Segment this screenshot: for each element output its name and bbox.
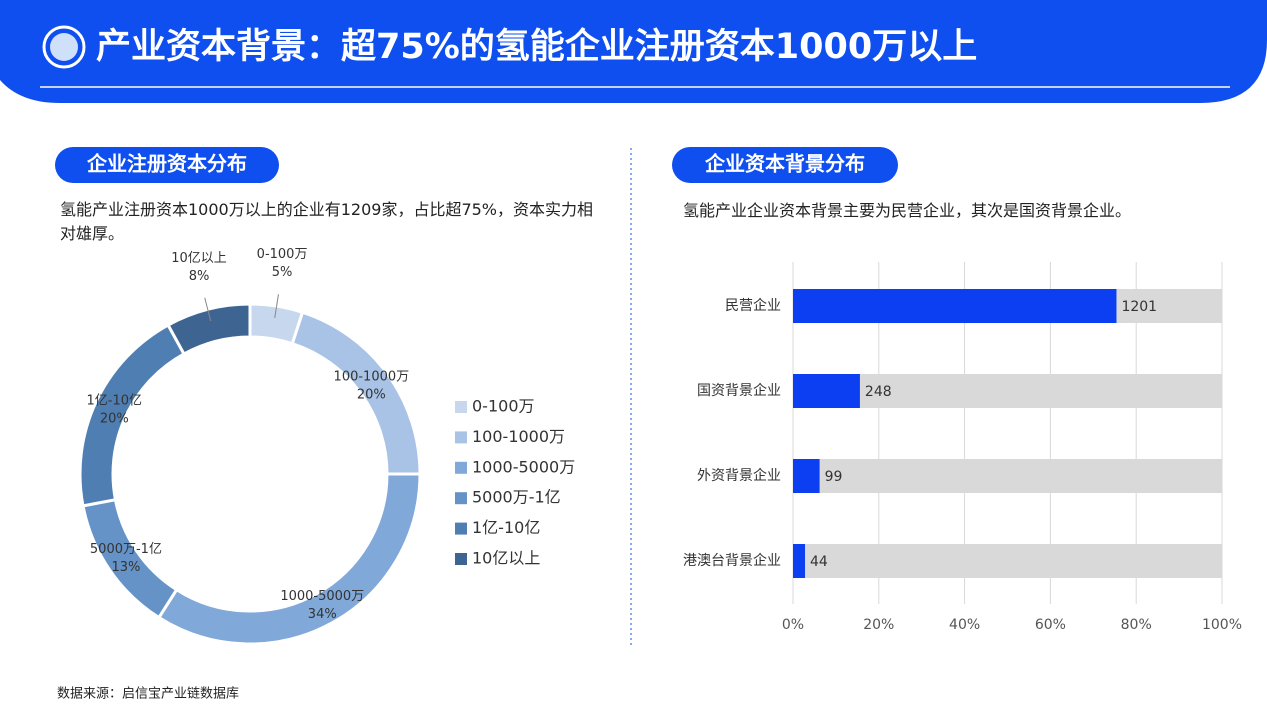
category-label: 国资背景企业	[697, 382, 781, 399]
x-tick-label: 20%	[863, 617, 894, 633]
slice-value: 8%	[189, 269, 210, 284]
header-band	[0, 0, 1267, 103]
x-tick-label: 0%	[782, 617, 804, 633]
slice-value: 5%	[272, 265, 293, 280]
slice-value: 34%	[308, 607, 337, 622]
legend-label: 5000万-1亿	[472, 488, 561, 507]
slice-value: 20%	[100, 412, 129, 427]
legend-swatch	[455, 553, 467, 565]
slice-value: 13%	[111, 560, 140, 575]
bar	[793, 544, 806, 578]
section-pill	[55, 147, 279, 183]
slice-label: 0-100万	[257, 247, 308, 262]
donut-slice	[166, 302, 252, 356]
bar	[793, 459, 820, 493]
category-label: 港澳台背景企业	[683, 552, 781, 569]
x-tick-label: 80%	[1121, 617, 1152, 633]
data-label: 1201	[1121, 299, 1157, 315]
legend-swatch	[455, 461, 467, 474]
legend-label: 100-1000万	[472, 427, 565, 446]
bar-track	[793, 459, 1222, 493]
source-note: 数据来源：启信宝产业链数据库	[57, 686, 239, 702]
slice-value: 20%	[357, 387, 386, 402]
data-label: 248	[865, 384, 892, 400]
legend-swatch	[455, 431, 467, 444]
data-label: 99	[825, 469, 843, 485]
description: 氢能产业企业资本背景主要为民营企业，其次是国资背景企业。	[683, 201, 1132, 220]
legend-label: 0-100万	[472, 397, 535, 416]
leader-line	[204, 297, 212, 322]
x-tick-label: 100%	[1202, 617, 1242, 633]
donut-slice	[81, 497, 179, 620]
x-tick-label: 40%	[949, 617, 980, 633]
bar	[793, 289, 1117, 323]
donut-slice	[156, 472, 422, 646]
category-label: 民营企业	[725, 297, 781, 314]
header-icon	[42, 25, 86, 69]
slice-label: 1000-5000万	[280, 589, 364, 604]
description: 氢能产业注册资本1000万以上的企业有1209家，占比超75%，资本实力相对雄厚…	[60, 200, 594, 243]
page-title: 产业资本背景：超75%的氢能企业注册资本1000万以上	[96, 26, 977, 67]
header-icon-dot	[50, 33, 78, 61]
bar-track	[793, 544, 1222, 578]
slice-label: 5000万-1亿	[90, 542, 162, 557]
slice-label: 10亿以上	[171, 251, 227, 266]
bar-track	[793, 374, 1222, 408]
x-tick-label: 60%	[1035, 617, 1066, 633]
leader-line	[274, 294, 279, 319]
section-heading: 企业注册资本分布	[86, 152, 247, 176]
legend-label: 10亿以上	[472, 549, 540, 568]
section-heading: 企业资本背景分布	[704, 152, 865, 176]
legend-label: 1亿-10亿	[472, 518, 540, 537]
bar	[793, 374, 860, 408]
donut-slice	[78, 322, 187, 508]
legend-label: 1000-5000万	[472, 457, 575, 476]
legend-swatch	[455, 492, 467, 505]
section-pill	[672, 147, 898, 183]
legend-swatch	[455, 401, 467, 413]
category-label: 外资背景企业	[697, 467, 781, 484]
data-label: 44	[810, 554, 828, 570]
legend-swatch	[455, 522, 467, 535]
slice-label: 1亿-10亿	[87, 394, 143, 409]
slice-label: 100-1000万	[334, 369, 410, 384]
